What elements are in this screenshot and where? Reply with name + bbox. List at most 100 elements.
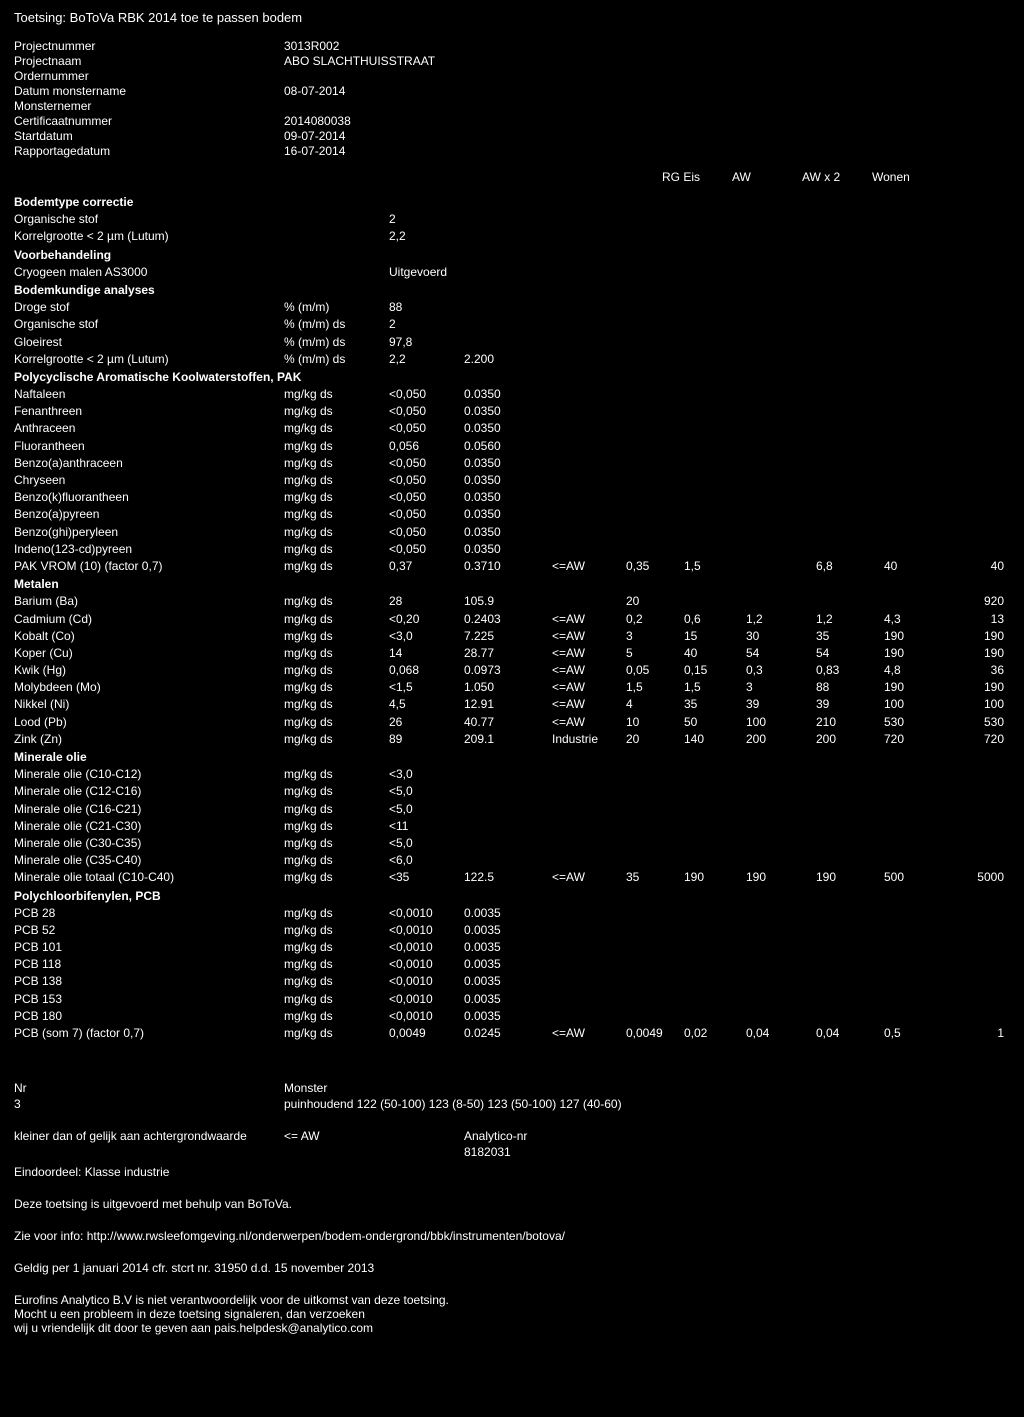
param-ext2 [944,438,1004,454]
param-ext1: 530 [884,714,944,730]
param-eis: 20 [626,731,684,747]
param-rg [552,1008,626,1024]
param-eis [626,455,684,471]
param-eis: 4 [626,696,684,712]
param-ext2 [944,1008,1004,1024]
param-ext2 [944,351,1004,367]
param-value: 0.0035 [464,991,552,1007]
param-aw [684,472,746,488]
meta-label: Monsternemer [14,99,284,113]
param-ext2 [944,228,1004,244]
param-aw: 140 [684,731,746,747]
param-rg [552,299,626,315]
param-raw: Uitgevoerd [389,264,464,280]
param-value: 105.9 [464,593,552,609]
param-name: PCB 28 [14,905,284,921]
param-wonen [816,852,884,868]
param-name: Barium (Ba) [14,593,284,609]
param-eis [626,386,684,402]
param-value: 0.0035 [464,956,552,972]
param-eis [626,334,684,350]
param-unit: mg/kg ds [284,905,389,921]
param-raw: 0,37 [389,558,464,574]
meta-label: Certificaatnummer [14,114,284,128]
param-unit: mg/kg ds [284,922,389,938]
param-name: PCB (som 7) (factor 0,7) [14,1025,284,1041]
param-name: Lood (Pb) [14,714,284,730]
param-awx2 [746,956,816,972]
param-rg [552,766,626,782]
param-wonen: 88 [816,679,884,695]
param-awx2 [746,524,816,540]
param-unit: mg/kg ds [284,852,389,868]
param-wonen: 210 [816,714,884,730]
param-ext1 [884,351,944,367]
param-wonen [816,939,884,955]
param-value: 7.225 [464,628,552,644]
param-unit: mg/kg ds [284,801,389,817]
param-unit: mg/kg ds [284,438,389,454]
param-name: PCB 180 [14,1008,284,1024]
param-unit: mg/kg ds [284,1025,389,1041]
param-raw: <0,050 [389,403,464,419]
table-row: Naftaleenmg/kg ds<0,0500.0350 [14,386,1010,402]
param-name: Benzo(ghi)peryleen [14,524,284,540]
param-value [464,228,552,244]
param-raw: <11 [389,818,464,834]
table-row: Benzo(k)fluorantheenmg/kg ds<0,0500.0350 [14,489,1010,505]
param-wonen [816,766,884,782]
param-raw: 4,5 [389,696,464,712]
param-aw [684,524,746,540]
table-row: Korrelgrootte < 2 µm (Lutum)2,2 [14,228,1010,244]
param-rg [552,801,626,817]
param-ext1: 720 [884,731,944,747]
param-wonen: 39 [816,696,884,712]
param-value: 0.2403 [464,611,552,627]
param-rg [552,541,626,557]
param-wonen [816,1008,884,1024]
param-ext1 [884,1008,944,1024]
nr-value: 3 [14,1097,284,1111]
param-aw [684,973,746,989]
param-name: Benzo(a)anthraceen [14,455,284,471]
param-awx2 [746,766,816,782]
param-rg: <=AW [552,679,626,695]
param-awx2 [746,558,816,574]
param-awx2: 1,2 [746,611,816,627]
monster-value: puinhoudend 122 (50-100) 123 (8-50) 123 … [284,1097,622,1111]
param-eis [626,1008,684,1024]
param-unit: mg/kg ds [284,386,389,402]
param-awx2: 190 [746,869,816,885]
param-value [464,783,552,799]
table-row: Minerale olie totaal (C10-C40)mg/kg ds<3… [14,869,1010,885]
param-ext2: 36 [944,662,1004,678]
table-row: Gloeirest% (m/m) ds97,8 [14,334,1010,350]
param-wonen: 0,04 [816,1025,884,1041]
param-unit: mg/kg ds [284,818,389,834]
param-name: PAK VROM (10) (factor 0,7) [14,558,284,574]
param-ext2 [944,211,1004,227]
param-awx2 [746,472,816,488]
param-aw [684,489,746,505]
page-title: Toetsing: BoToVa RBK 2014 toe te passen … [14,10,1010,25]
param-name: Minerale olie (C30-C35) [14,835,284,851]
param-ext1: 40 [884,558,944,574]
param-rg [552,922,626,938]
section-header: Minerale olie [14,749,1010,765]
param-unit: mg/kg ds [284,420,389,436]
param-value [464,299,552,315]
param-raw: 26 [389,714,464,730]
param-ext1 [884,922,944,938]
table-row: PAK VROM (10) (factor 0,7)mg/kg ds0,370.… [14,558,1010,574]
param-value: 2.200 [464,351,552,367]
param-name: PCB 118 [14,956,284,972]
table-row: Kwik (Hg)mg/kg ds0,0680.0973<=AW0,050,15… [14,662,1010,678]
param-raw: 88 [389,299,464,315]
param-raw: <1,5 [389,679,464,695]
param-value: 0.0560 [464,438,552,454]
param-wonen [816,524,884,540]
param-wonen [816,299,884,315]
meta-value: 16-07-2014 [284,144,345,158]
param-aw [684,852,746,868]
param-aw: 1,5 [684,679,746,695]
